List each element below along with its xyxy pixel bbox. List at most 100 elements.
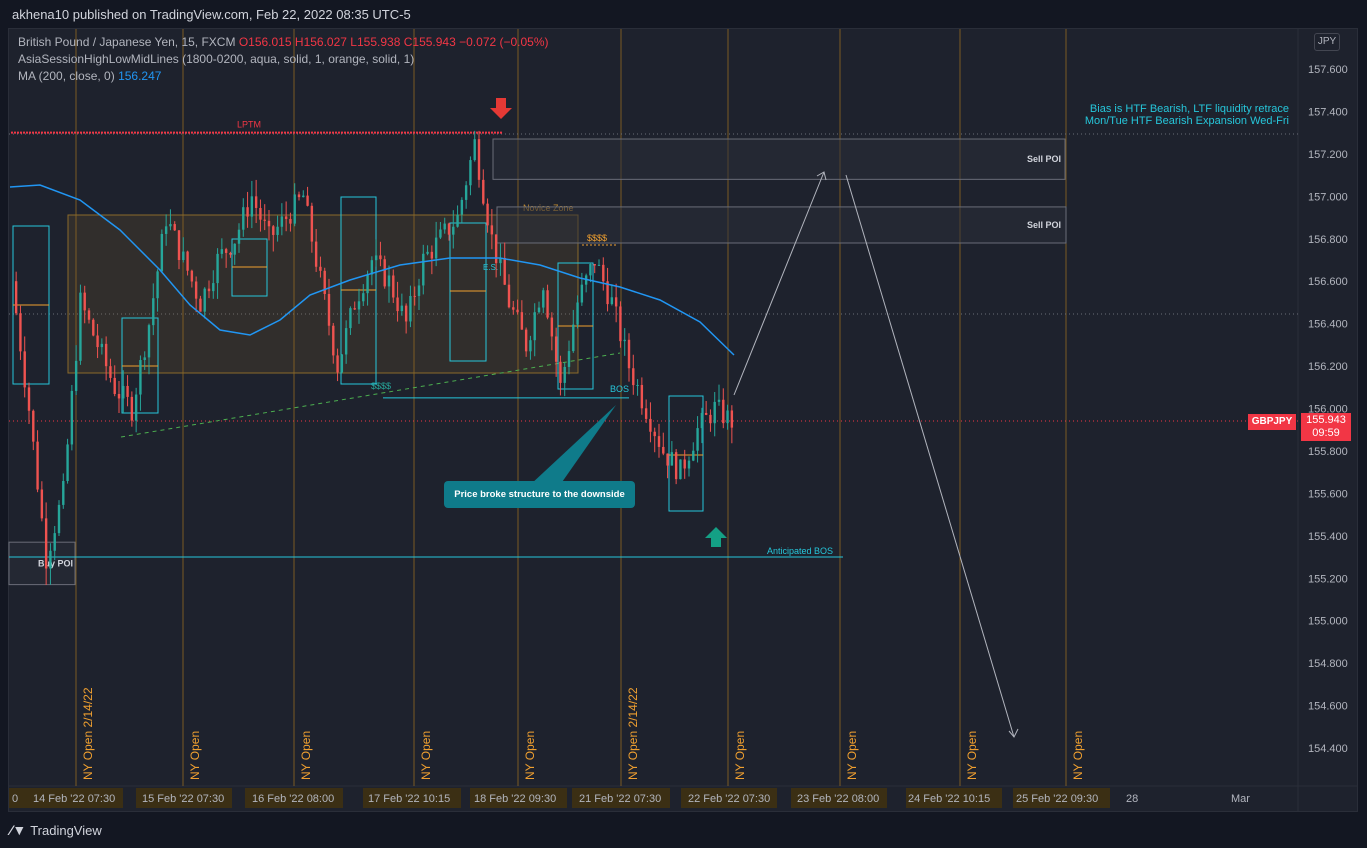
candle-body xyxy=(164,226,168,234)
candle-body xyxy=(49,550,52,569)
candle-body xyxy=(340,354,344,373)
time-axis-label: 22 Feb '22 07:30 xyxy=(688,793,770,805)
time-axis-label: 25 Feb '22 09:30 xyxy=(1016,793,1098,805)
candle-body xyxy=(696,428,699,451)
projection-up-line xyxy=(733,171,825,396)
current-price-badge: 155.943 09:59 xyxy=(1301,413,1351,441)
candle-body xyxy=(464,185,468,200)
candle-body xyxy=(14,281,18,314)
time-label-bg xyxy=(681,788,777,808)
indicator-asia-label: AsiaSessionHighLowMidLines (1800-0200, a… xyxy=(18,52,415,66)
session-label: NY Open 2/14/22 xyxy=(81,687,95,780)
time-axis-label: 24 Feb '22 10:15 xyxy=(908,793,990,805)
session-label: NY Open xyxy=(965,731,979,780)
currency-button[interactable]: JPY xyxy=(1314,33,1340,51)
candle-body xyxy=(224,249,228,253)
bos-label: BOS xyxy=(610,384,629,394)
buy-poi-box xyxy=(8,541,76,586)
candle-body xyxy=(314,241,318,267)
candle-body xyxy=(554,336,558,362)
legend-indicator-ma[interactable]: MA (200, close, 0) 156.247 xyxy=(18,69,161,83)
projection-down-line xyxy=(845,174,1015,738)
high-value: 156.027 xyxy=(303,35,347,49)
candle-body xyxy=(636,384,639,386)
candle-body xyxy=(670,452,674,466)
candle-body xyxy=(657,436,661,447)
candle-body xyxy=(134,394,138,421)
candle-body xyxy=(417,285,421,296)
candle-body xyxy=(263,219,266,221)
lptm-label: LPTM xyxy=(237,120,261,130)
candle-body xyxy=(430,251,434,259)
candle-body xyxy=(610,297,614,305)
candle-body xyxy=(379,255,382,260)
callout-pointer xyxy=(530,405,616,485)
o-label: O xyxy=(238,35,249,49)
candle-body xyxy=(593,264,596,266)
candle-body xyxy=(700,412,704,429)
candle-body xyxy=(87,310,91,320)
candle-body xyxy=(572,324,575,352)
candle-body xyxy=(92,319,95,336)
symbol-badge: GBPJPY xyxy=(1248,414,1296,430)
candle-body xyxy=(332,325,335,356)
price-tick-label: 154.600 xyxy=(1308,701,1348,713)
open-value: 156.015 xyxy=(248,35,292,49)
top-bar: akhena10 published on TradingView.com, F… xyxy=(0,0,1367,28)
candle-body xyxy=(396,297,399,312)
candle-body xyxy=(126,385,129,397)
candle-body xyxy=(173,224,176,231)
candle-body xyxy=(516,309,519,313)
candle-body xyxy=(486,203,489,226)
candle-body xyxy=(233,243,236,255)
time-axis-label: 23 Feb '22 08:00 xyxy=(797,793,879,805)
candle-body xyxy=(404,305,408,322)
time-axis-label: 21 Feb '22 07:30 xyxy=(579,793,661,805)
candle-body xyxy=(683,459,686,469)
current-price: 155.943 xyxy=(1306,414,1346,426)
candle-body xyxy=(310,205,314,242)
price-tick-label: 156.200 xyxy=(1308,361,1348,373)
candle-body xyxy=(619,306,622,342)
time-label-bg xyxy=(906,788,1002,808)
bias-line-2: Mon/Tue HTF Bearish Expansion Wed-Fri xyxy=(1084,115,1289,127)
tradingview-logo[interactable]: ⁄▼ TradingView xyxy=(10,822,102,838)
low-value: 155.938 xyxy=(356,35,401,49)
candle-body xyxy=(83,292,86,311)
legend-indicator-asia[interactable]: AsiaSessionHighLowMidLines (1800-0200, a… xyxy=(18,52,414,66)
candle-body xyxy=(722,399,725,424)
candle-body xyxy=(199,298,202,312)
down-arrow-icon xyxy=(490,98,512,119)
candle-body xyxy=(139,360,142,395)
price-tick-label: 156.600 xyxy=(1308,276,1348,288)
candle-body xyxy=(456,214,459,227)
price-tick-label: 155.600 xyxy=(1308,488,1348,500)
candle-body xyxy=(563,366,566,383)
liquidity-label-high: $$$$ xyxy=(587,233,607,243)
candle-body xyxy=(96,335,99,348)
candle-body xyxy=(503,257,506,285)
candle-body xyxy=(614,297,618,307)
candle-body xyxy=(319,266,322,271)
candle-body xyxy=(674,452,678,480)
candle-body xyxy=(520,312,524,330)
time-label-bg xyxy=(791,788,887,808)
tradingview-icon: ⁄▼ xyxy=(10,822,27,838)
candle-body xyxy=(246,207,249,217)
candle-body xyxy=(169,224,172,227)
candle-body xyxy=(460,199,464,215)
time-axis-label: 17 Feb '22 10:15 xyxy=(368,793,450,805)
candle-body xyxy=(490,225,494,235)
price-tick-label: 157.200 xyxy=(1308,149,1348,161)
time-axis-label: 18 Feb '22 09:30 xyxy=(474,793,556,805)
time-label-bg xyxy=(28,788,123,808)
candle-body xyxy=(717,399,721,402)
c-label: C xyxy=(403,35,413,49)
candle-body xyxy=(602,264,605,282)
candle-body xyxy=(216,253,219,284)
candle-body xyxy=(426,251,429,254)
up-arrow-icon xyxy=(705,527,727,547)
time-label-bg xyxy=(9,788,29,808)
price-tick-label: 156.000 xyxy=(1308,404,1348,416)
